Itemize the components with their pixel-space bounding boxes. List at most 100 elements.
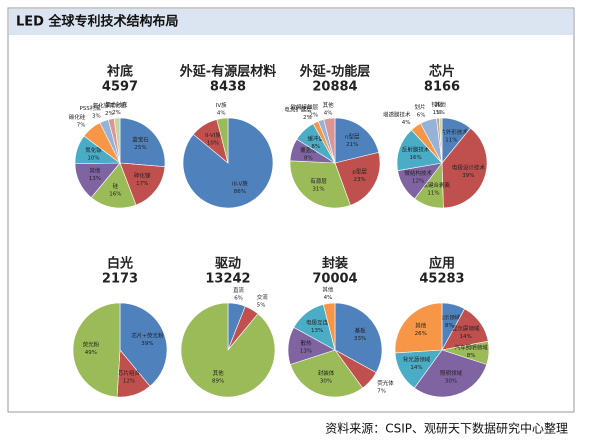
slice-category: 散热 (300, 339, 312, 347)
slice-value: 30% (320, 379, 332, 385)
slice-value: 13% (89, 176, 101, 182)
slice-value: 86% (234, 189, 246, 195)
slice-value: 2% (303, 115, 312, 121)
pie-total: 13242 (205, 272, 250, 287)
pie-title: 白光 (107, 256, 133, 272)
slice-category: 其他 (213, 369, 225, 377)
slice-category: 钝化 (431, 101, 443, 109)
slice-value: 4% (324, 110, 333, 116)
slice-value: 30% (445, 379, 457, 385)
slice-category: 芯片外形技术 (435, 128, 469, 136)
pie-slice (323, 117, 336, 164)
slice-category: 指示领域 (438, 313, 461, 321)
pie-total: 45283 (419, 272, 464, 287)
pie-total: 20884 (312, 80, 357, 95)
slice-value: 49% (85, 350, 97, 356)
slice-category: 砷化镓 (134, 171, 151, 179)
pie-slice (289, 160, 351, 209)
pie-slice (441, 127, 488, 209)
slice-category: 电极互连 (306, 318, 329, 326)
slice-category: 汽车照明领域 (455, 343, 489, 351)
pie-title: 应用 (429, 256, 455, 272)
pie-total: 2173 (102, 272, 138, 287)
slice-category: 缓冲层 (307, 134, 324, 142)
slice-value: 1% (433, 110, 442, 116)
slice-category: 划片 (414, 103, 425, 111)
pie-title: 衬底 (107, 64, 133, 80)
slice-category: 芯片+荧光粉 (131, 332, 164, 340)
pie-title: 封装 (322, 256, 348, 272)
slice-category: 电极设计技术 (452, 163, 486, 171)
slice-value: 7% (77, 123, 86, 129)
slice-value: 11% (427, 191, 439, 197)
pie-slice (216, 117, 229, 164)
pie-slice (322, 302, 336, 351)
slice-value: 17% (136, 181, 148, 187)
pie-slice (90, 162, 137, 209)
page-title: LED 全球专利技术结构布局 (16, 14, 178, 30)
slice-category: IV族 (216, 101, 227, 109)
slice-value: 23% (353, 177, 365, 183)
pie-total: 4597 (102, 80, 138, 95)
pie-slice (72, 302, 121, 398)
slice-category: 欧姆接触层 (291, 103, 319, 111)
slice-value: 7% (377, 388, 386, 394)
slice-category: 有源层 (310, 177, 327, 185)
slice-value: 4% (324, 295, 333, 301)
slice-category: 其他 (415, 322, 427, 330)
slice-category: 碳化硅 (69, 113, 86, 121)
slice-category: 荧光粉 (83, 341, 100, 349)
slice-value: 8% (311, 144, 320, 150)
slice-category: 其他 (322, 286, 334, 294)
source: 资料来源：CSIP、观研天下数据研究中心整理 (325, 421, 568, 436)
pie-slice (413, 349, 488, 398)
slice-value: 12% (123, 379, 135, 385)
slice-category: 显示屏领域 (452, 324, 480, 332)
pie-slice (113, 117, 121, 164)
slice-value: 14% (459, 334, 471, 340)
slice-value: 2% (105, 111, 114, 117)
slice-category: 其他 (323, 101, 335, 109)
slice-value: 31% (312, 186, 324, 192)
slice-category: 衬底键合剥离 (417, 181, 451, 189)
pie-slice (334, 302, 383, 374)
slice-value: 12% (412, 178, 424, 184)
slice-value: 6% (417, 113, 426, 119)
pie-slice (180, 302, 276, 398)
pie-total: 70004 (312, 272, 357, 287)
slice-category: PSS衬底 (79, 104, 101, 112)
pie-total: 8438 (210, 80, 246, 95)
slice-value: 3% (92, 114, 101, 120)
slice-category: 直流 (233, 286, 245, 294)
slice-value: 16% (109, 192, 121, 198)
slice-category: 增透膜技术 (383, 111, 411, 119)
slice-value: 13% (300, 348, 312, 354)
slice-category: 芯片组合 (118, 369, 141, 377)
pie-title: 外延-功能层 (299, 64, 370, 80)
slice-value: 26% (415, 331, 427, 337)
slice-category: 复合衬底 (105, 101, 128, 109)
slice-category: II-VI族 (205, 131, 221, 139)
slice-value: 89% (212, 378, 224, 384)
slice-value: 33% (354, 336, 366, 342)
slice-category: 照明领域 (440, 369, 463, 377)
slice-value: 13% (311, 328, 323, 334)
pie-title: 外延-有源层材料 (179, 64, 276, 80)
slice-value: 2% (309, 113, 318, 119)
slice-value: 10% (207, 140, 219, 146)
slice-category: 交流 (257, 293, 269, 301)
slice-value: 21% (346, 142, 358, 148)
slice-category: 硅 (113, 182, 119, 190)
slice-category: 其他 (435, 101, 447, 109)
slice-category: 氮化镓 (85, 146, 102, 154)
slice-category: 氧化镓氮化铝 (93, 102, 127, 110)
slice-category: 覆盖层 (300, 146, 317, 154)
slice-category: 电流扩展层 (284, 106, 312, 114)
slice-category: p型层 (352, 168, 367, 176)
pie-slice (334, 117, 380, 164)
slice-value: 4% (402, 120, 411, 126)
slice-value: 2% (112, 110, 121, 116)
pie-title: 驱动 (215, 257, 241, 272)
slice-value: 6% (234, 296, 243, 302)
